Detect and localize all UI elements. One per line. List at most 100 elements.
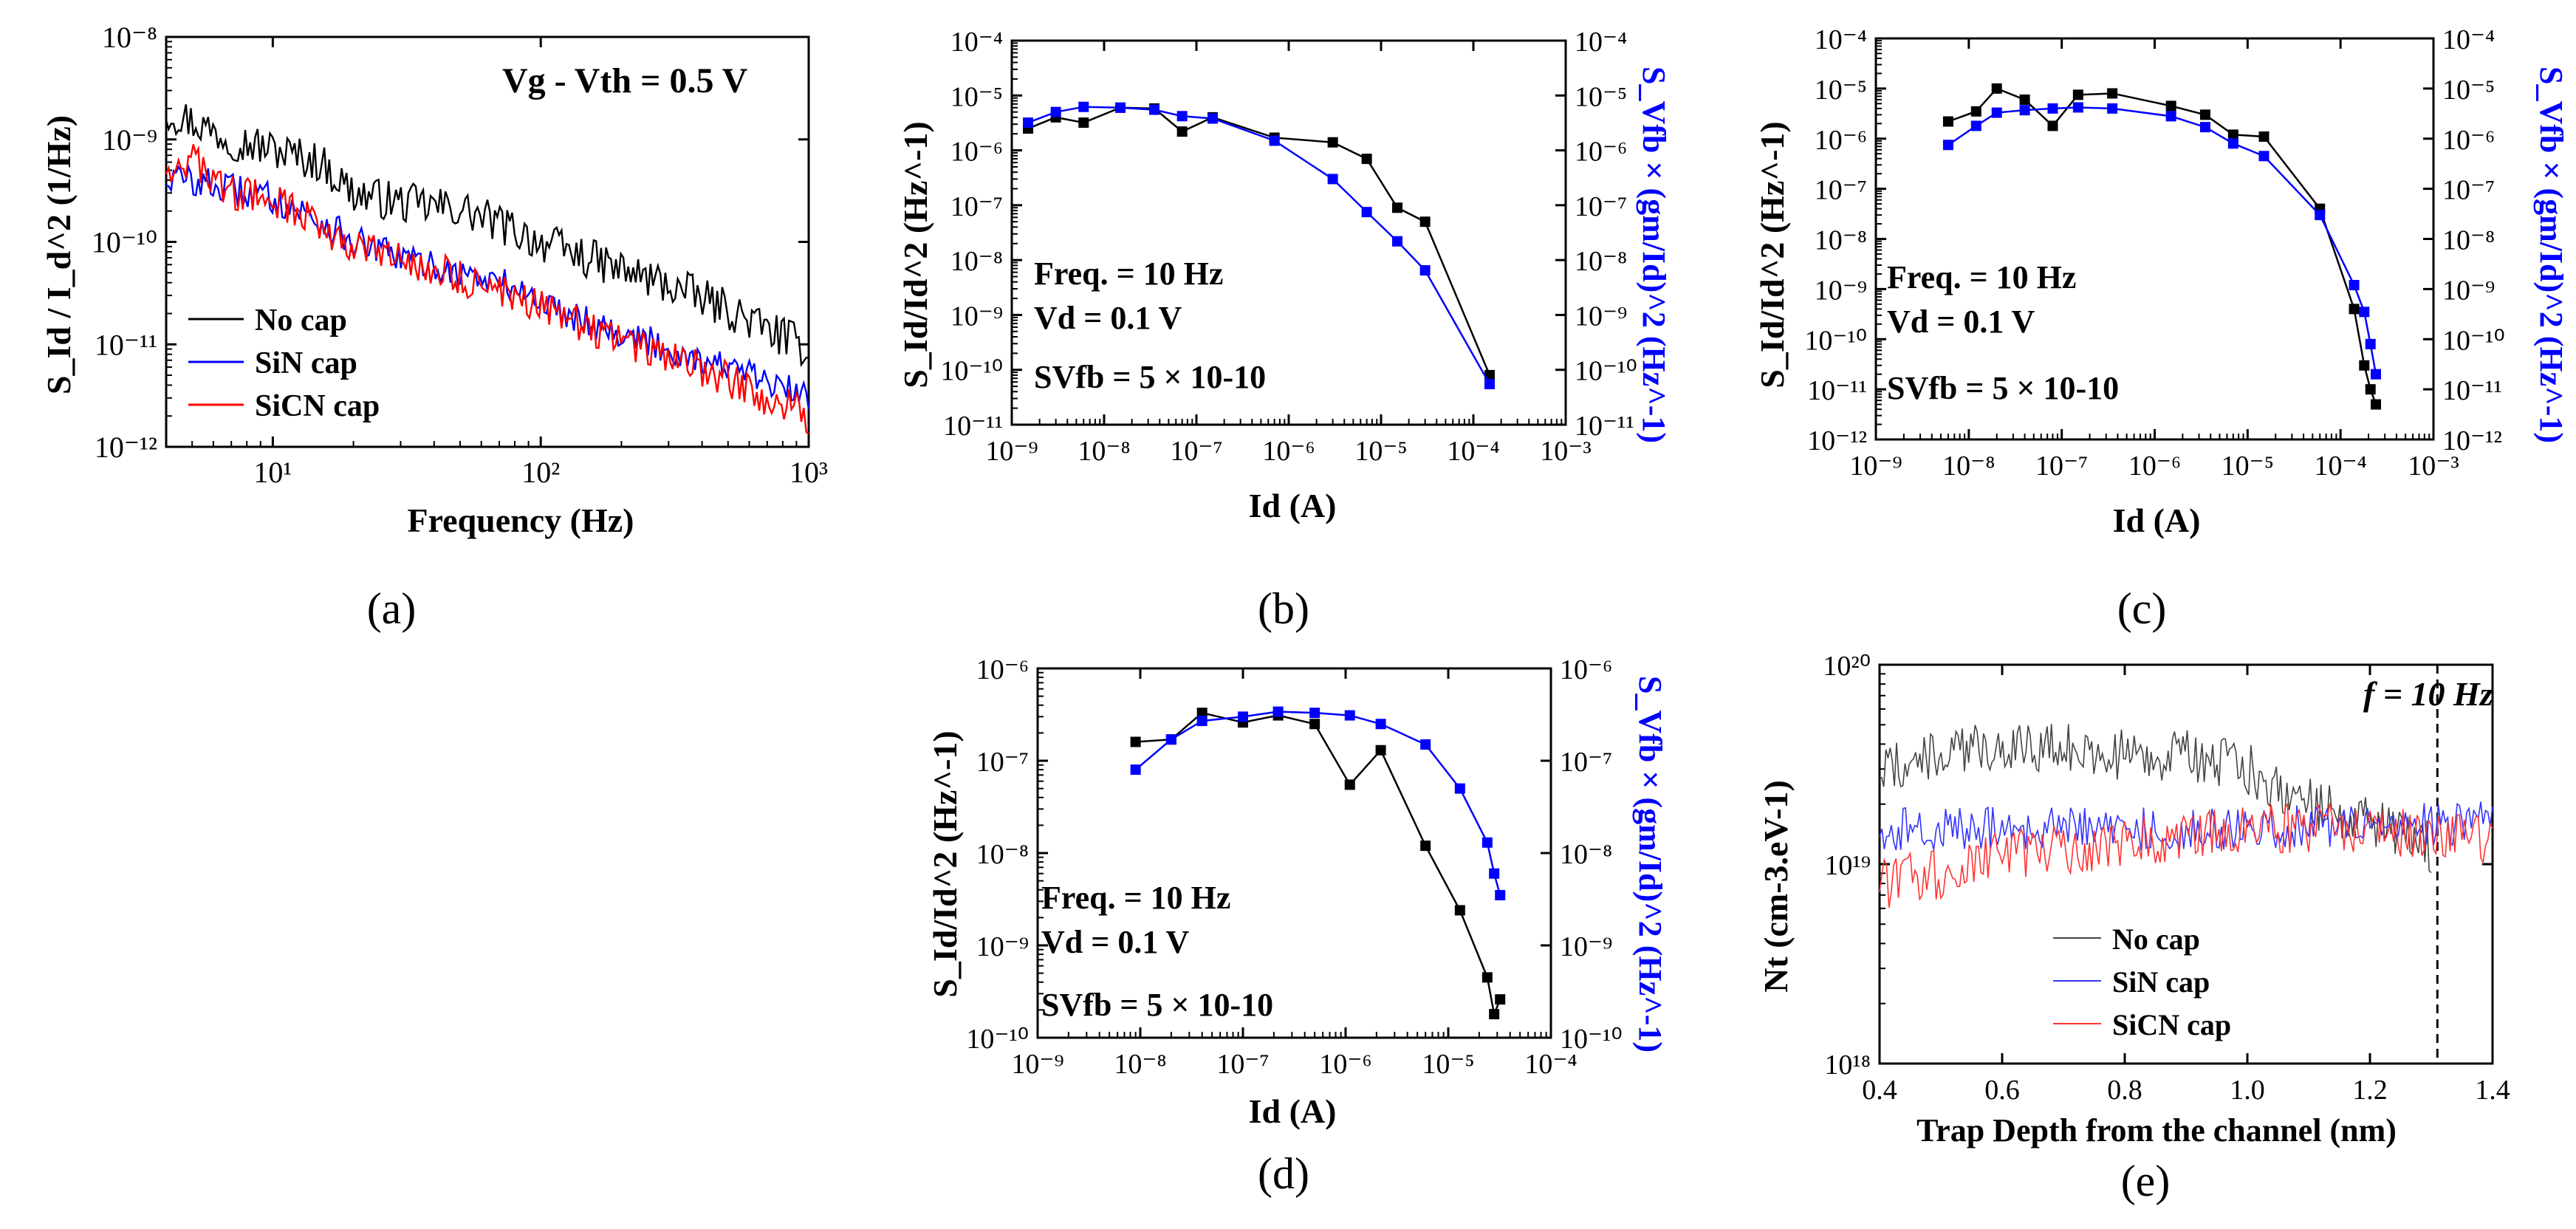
chart-b-point: [1361, 154, 1372, 165]
chart-d-point: [1196, 708, 1208, 719]
chart-b-point: [1050, 106, 1061, 117]
chart-e-frame: [1878, 663, 2494, 1065]
chart-c-point: [2315, 203, 2326, 214]
chart-c-point: [1991, 107, 2002, 118]
chart-b-point: [1078, 117, 1089, 129]
chart-e-series-2: [1879, 802, 2493, 908]
chart-a-ytick-label: 10⁻¹⁰: [92, 226, 157, 259]
chart-a-xtick-label: 10²: [521, 456, 560, 489]
chart-d-point: [1481, 972, 1493, 983]
chart-c-ytick-label: 10⁻¹¹: [1807, 375, 1867, 406]
chart-c-y2tick-label: 10⁻⁶: [2442, 125, 2495, 156]
chart-e-xtick-label: 1.2: [2352, 1075, 2388, 1106]
chart-c-point: [2359, 360, 2370, 371]
chart-c-point: [2349, 304, 2360, 315]
chart-b-point: [1327, 174, 1338, 185]
chart-c-point: [2072, 89, 2083, 100]
chart-c-point: [1991, 83, 2002, 94]
chart-d-ytick-label: 10⁻⁷: [976, 747, 1029, 778]
chart-c-point: [2072, 102, 2083, 113]
chart-c-plot: Freq. = 10 Hz Vd = 0.1 V SVfb = 5 × 10-1…: [1753, 24, 2569, 539]
chart-b-ytick-label: 10⁻⁵: [950, 81, 1003, 112]
chart-b-point: [1023, 117, 1034, 129]
chart-b-series-1: [1027, 106, 1491, 385]
chart-c-point: [2047, 120, 2058, 131]
chart-d-y2label: S_Vfb × (gm/Id)^2 (Hz^-1): [1632, 676, 1668, 1052]
chart-c-annotation-svfb: SVfb = 5 × 10-10: [1887, 370, 2119, 406]
chart-d-point: [1130, 764, 1141, 776]
chart-a-plot: Vg - Vth = 0.5 V Frequency (Hz) S_Id / I…: [40, 21, 828, 539]
chart-b-point: [1484, 369, 1496, 380]
chart-b-y2tick-label: 10⁻¹¹: [1575, 411, 1634, 442]
chart-d-point: [1130, 736, 1141, 747]
chart-e-xlabel: Trap Depth from the channel (nm): [1916, 1112, 2397, 1148]
chart-c-point: [2199, 109, 2210, 120]
chart-d-series-0: [1135, 711, 1501, 1018]
chart-c-y2tick-label: 10⁻⁷: [2442, 175, 2495, 206]
chart-e-series-1: [1879, 801, 2493, 851]
chart-b-point: [1392, 236, 1403, 247]
chart-d-ytick-label: 10⁻⁹: [976, 931, 1029, 962]
chart-c-xtick-label: 10⁻⁶: [2128, 451, 2181, 482]
chart-b-xtick-label: 10⁻⁹: [985, 436, 1038, 467]
chart-a-xtick-label: 10³: [789, 456, 828, 489]
chart-b-y2tick-label: 10⁻⁵: [1575, 81, 1627, 112]
chart-b-point: [1419, 216, 1431, 227]
chart-b-point: [1208, 112, 1219, 123]
chart-b-point: [1361, 207, 1372, 218]
chart-b-ytick-label: 10⁻⁷: [950, 191, 1003, 222]
chart-c-point: [2019, 94, 2030, 105]
chart-d-point: [1272, 710, 1284, 721]
chart-d-xtick-label: 10⁻⁹: [1011, 1049, 1063, 1080]
chart-d-y2tick-label: 10⁻⁸: [1560, 839, 1612, 870]
chart-e-plot: f = 10 Hz Trap Depth from the channel (n…: [1757, 651, 2510, 1148]
chart-d-annotation-freq: Freq. = 10 Hz: [1041, 880, 1230, 916]
chart-b-y2tick-label: 10⁻⁷: [1575, 191, 1627, 222]
chart-c-point: [2165, 100, 2176, 112]
chart-c-annotation-freq: Freq. = 10 Hz: [1887, 259, 2076, 295]
chart-d-frame: [1036, 667, 1552, 1039]
chart-c-ylabel: S_Id/Id^2 (Hz^-1): [1753, 121, 1791, 388]
chart-e-series-0: [1879, 724, 2432, 874]
chart-a-series-2: [165, 144, 809, 435]
chart-d-xtick-label: 10⁻⁶: [1319, 1049, 1371, 1080]
panel-label-d: (d): [1258, 1149, 1309, 1198]
chart-c-ytick-label: 10⁻⁶: [1815, 125, 1867, 156]
chart-d-point: [1481, 837, 1493, 848]
chart-d-y2tick-label: 10⁻⁷: [1560, 747, 1612, 778]
chart-b-point: [1050, 112, 1061, 123]
panel-label-b: (b): [1258, 584, 1309, 633]
chart-b-series-0: [1027, 106, 1491, 376]
chart-e-ytick-label: 10²⁰: [1823, 651, 1871, 682]
chart-c-point: [1970, 120, 1981, 131]
chart-a-legend-label: SiCN cap: [255, 389, 380, 423]
chart-d-point: [1375, 719, 1386, 730]
chart-c-point: [2359, 307, 2370, 318]
chart-a-series-0: [165, 104, 809, 368]
chart-c-point: [2107, 103, 2118, 114]
chart-c-y2tick-label: 10⁻¹¹: [2442, 375, 2502, 406]
chart-e-annotation: f = 10 Hz: [2363, 675, 2493, 713]
chart-c-point: [2365, 384, 2376, 395]
chart-c-frame: [1874, 37, 2435, 441]
chart-b-y2tick-label: 10⁻⁶: [1575, 137, 1627, 168]
chart-a-ylabel: S_Id / I_d^2 (1/Hz): [40, 115, 78, 394]
chart-c-point: [2371, 399, 2382, 410]
chart-c-xtick-label: 10⁻⁸: [1942, 451, 1995, 482]
chart-d-point: [1420, 739, 1431, 750]
chart-c-point: [2258, 131, 2270, 142]
chart-d-point: [1489, 868, 1500, 879]
chart-c-ytick-label: 10⁻⁴: [1815, 24, 1867, 55]
chart-e-legend-label: SiN cap: [2112, 965, 2210, 999]
chart-d-point: [1238, 711, 1248, 722]
chart-e-xtick-label: 1.0: [2230, 1075, 2265, 1106]
chart-d-point: [1309, 719, 1320, 730]
chart-e-ytick-label: 10¹⁹: [1824, 850, 1871, 881]
chart-a-frame: [165, 35, 810, 448]
chart-d-y2tick-label: 10⁻⁹: [1560, 931, 1612, 962]
chart-c-xtick-label: 10⁻⁹: [1849, 451, 1902, 482]
chart-b-annotation-freq: Freq. = 10 Hz: [1034, 256, 1223, 292]
chart-a-annotation: Vg - Vth = 0.5 V: [502, 61, 748, 100]
chart-d-point: [1489, 1009, 1500, 1020]
chart-b-frame: [1010, 39, 1567, 426]
